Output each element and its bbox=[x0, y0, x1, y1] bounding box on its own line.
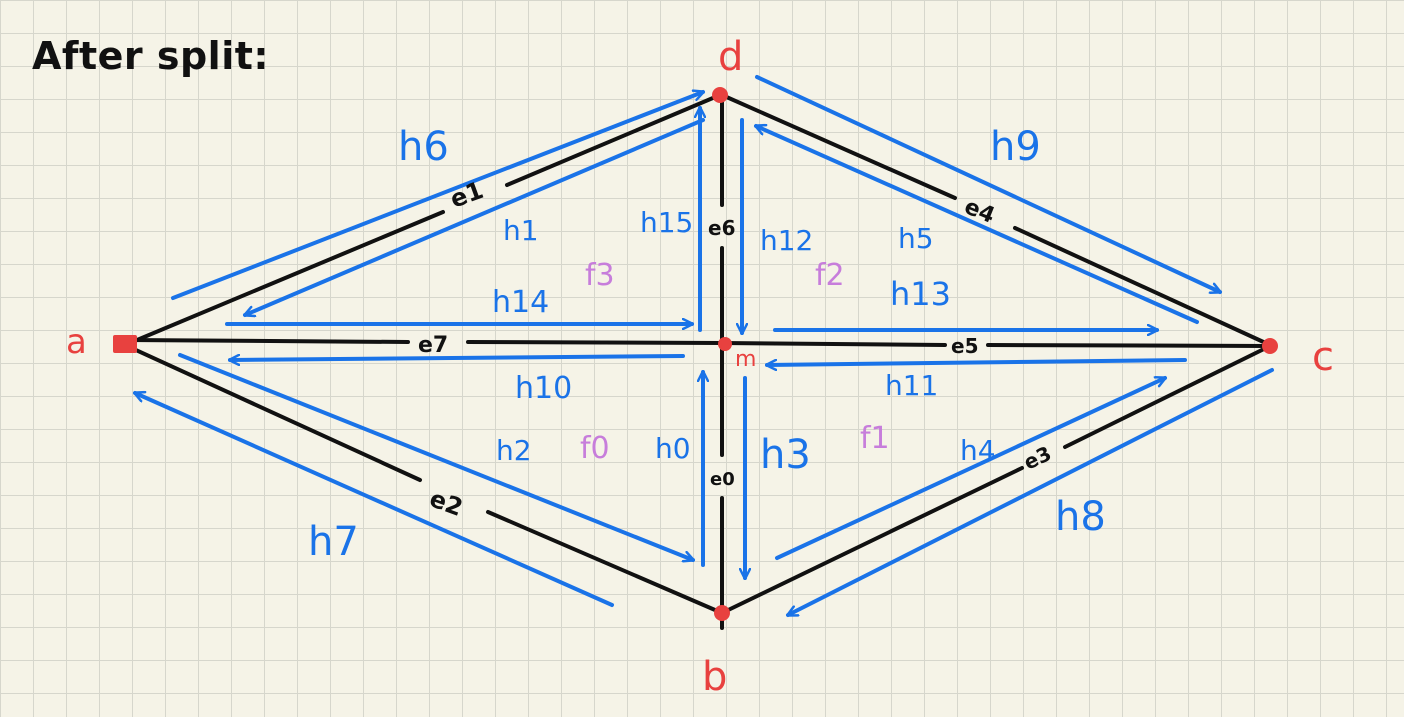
page-title: After split: bbox=[32, 34, 270, 78]
face-label-f0: f0 bbox=[580, 431, 610, 466]
halfedge-arrow-h11 bbox=[767, 358, 1187, 365]
halfedge-arrow-h5 bbox=[756, 126, 1199, 324]
edge-line-e5-b bbox=[986, 343, 1272, 348]
face-label-f1: f1 bbox=[860, 421, 890, 456]
halfedge-label-h13: h13 bbox=[890, 275, 951, 313]
edge-line-e1-b bbox=[505, 93, 722, 187]
halfedge-arrow-h6 bbox=[171, 92, 703, 300]
vertex-marker-c bbox=[1262, 338, 1278, 354]
edge-line-e2-b bbox=[486, 510, 724, 615]
vertex-marker-d bbox=[712, 87, 728, 103]
edge-line-e3-a bbox=[720, 466, 1024, 615]
vertex-label-d: d bbox=[718, 34, 743, 80]
halfedge-label-h12: h12 bbox=[760, 224, 813, 257]
halfedge-label-h4: h4 bbox=[960, 434, 996, 467]
halfedge-label-h9: h9 bbox=[990, 124, 1041, 170]
edge-label-e0: e0 bbox=[710, 469, 735, 490]
vertex-marker-a bbox=[113, 335, 137, 353]
edge-label-e6: e6 bbox=[708, 216, 735, 240]
edge-label-e4: e4 bbox=[961, 194, 998, 229]
edge-line-e2-a bbox=[123, 343, 422, 482]
edge-label-e5: e5 bbox=[951, 334, 978, 358]
halfedge-label-h10: h10 bbox=[515, 371, 572, 406]
vertex-label-b: b bbox=[702, 654, 727, 700]
halfedge-label-h0: h0 bbox=[655, 432, 691, 465]
halfedge-label-h3: h3 bbox=[760, 432, 811, 478]
halfedge-label-h2: h2 bbox=[496, 434, 532, 467]
face-label-f3: f3 bbox=[585, 258, 615, 293]
vertex-label-a: a bbox=[66, 322, 87, 362]
vertex-marker-m bbox=[718, 337, 732, 351]
halfedge-arrow-h8 bbox=[788, 368, 1274, 617]
halfedge-arrow-h4 bbox=[775, 376, 1165, 560]
edge-label-e1: e1 bbox=[446, 176, 487, 214]
halfedge-label-h8: h8 bbox=[1055, 494, 1106, 540]
halfedge-label-h14: h14 bbox=[492, 285, 549, 320]
edge-line-e5-a bbox=[720, 341, 947, 347]
halfedge-arrow-h10 bbox=[230, 356, 685, 360]
edge-label-e2: e2 bbox=[426, 484, 467, 522]
edge-line-e3-b bbox=[1063, 344, 1272, 449]
edge-line-e4-b bbox=[1013, 226, 1272, 347]
halfedge-label-h7: h7 bbox=[308, 519, 359, 565]
vertex-label-c: c bbox=[1312, 334, 1334, 380]
halfedge-label-h5: h5 bbox=[898, 222, 934, 255]
edge-label-e3: e3 bbox=[1020, 441, 1055, 474]
edge-line-e7-a bbox=[123, 338, 410, 344]
edge-label-e7: e7 bbox=[418, 333, 448, 358]
halfedge-label-h1: h1 bbox=[503, 214, 539, 247]
halfedge-label-h11: h11 bbox=[885, 369, 938, 402]
vertex-marker-b bbox=[714, 605, 730, 621]
edge-line-e7-b bbox=[466, 340, 724, 345]
halfedge-arrow-h2 bbox=[178, 353, 693, 560]
halfedge-label-h6: h6 bbox=[398, 124, 449, 170]
halfedge-arrow-h1 bbox=[245, 118, 705, 315]
halfedge-arrow-h7 bbox=[135, 393, 614, 607]
edge-line-e4-a bbox=[720, 93, 957, 200]
halfedge-label-h15: h15 bbox=[640, 206, 693, 239]
edge-line-e1-a bbox=[123, 210, 445, 347]
vertex-label-m: m bbox=[735, 347, 756, 372]
halfedge-arrow-h9 bbox=[755, 75, 1220, 294]
face-label-f2: f2 bbox=[815, 258, 845, 293]
